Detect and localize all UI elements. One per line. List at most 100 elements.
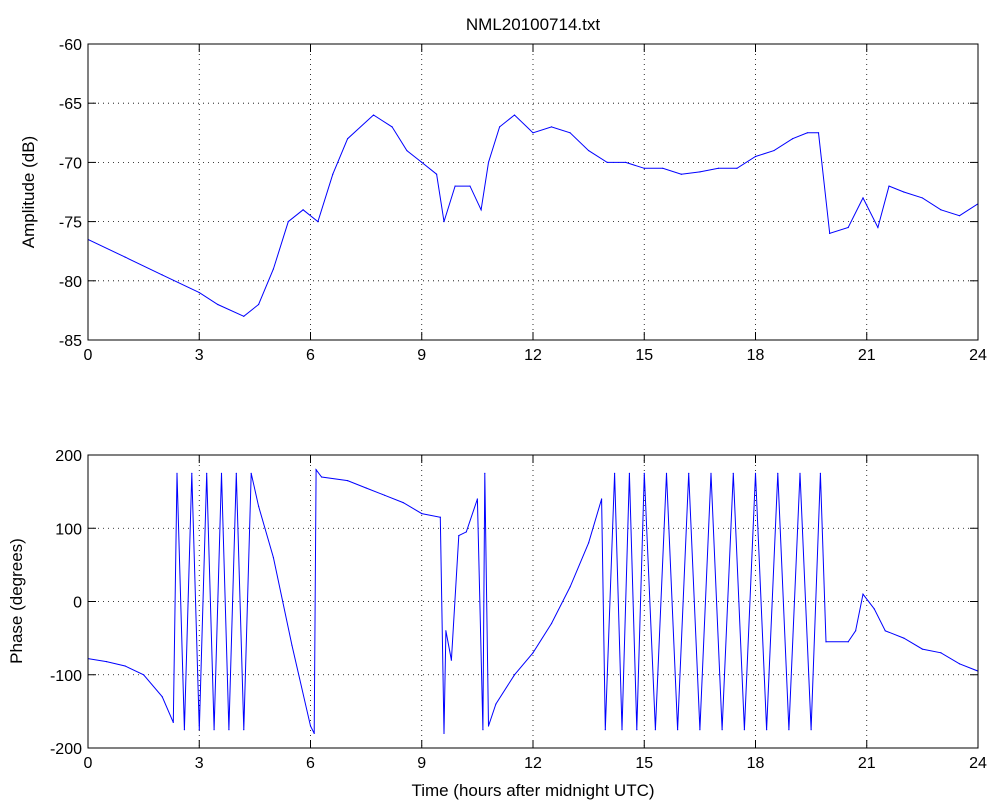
- x-tick-label: 18: [747, 347, 765, 364]
- data-point: [454, 185, 456, 187]
- data-point: [309, 725, 312, 727]
- data-point: [402, 502, 404, 504]
- x-tick-label: 18: [747, 755, 765, 772]
- data-point: [183, 729, 186, 731]
- y-tick-label: -70: [59, 155, 82, 172]
- data-point: [550, 126, 553, 128]
- y-tick-label: -80: [59, 274, 82, 291]
- data-point: [257, 505, 260, 507]
- amplitude-frame: [87, 43, 979, 341]
- data-point: [940, 652, 942, 654]
- data-point: [443, 221, 445, 223]
- phase-frame: [87, 454, 979, 749]
- data-point: [721, 729, 723, 731]
- data-point: [754, 472, 757, 474]
- data-point: [862, 197, 864, 199]
- series-line: [88, 114, 978, 317]
- x-tick-label: 12: [524, 347, 542, 364]
- data-point: [435, 173, 438, 175]
- data-point: [217, 303, 219, 306]
- data-point: [788, 729, 790, 731]
- data-point: [710, 472, 712, 474]
- data-point: [443, 732, 445, 734]
- data-point: [588, 149, 590, 152]
- data-point: [643, 167, 645, 169]
- x-tick-label: 3: [195, 755, 204, 772]
- data-point: [391, 126, 393, 128]
- y-tick-label: -65: [59, 96, 82, 113]
- y-tick-label: -85: [59, 333, 82, 350]
- data-point: [773, 149, 775, 152]
- y-tick-label: -75: [59, 215, 82, 232]
- amplitude-grid: [88, 44, 978, 340]
- data-point: [458, 534, 460, 537]
- data-point: [643, 472, 645, 474]
- phase-grid: [88, 455, 978, 748]
- data-point: [665, 472, 668, 474]
- data-point: [810, 729, 812, 731]
- data-point: [332, 173, 334, 175]
- data-point: [495, 703, 497, 705]
- x-tick-label: 6: [306, 755, 315, 772]
- data-point: [550, 622, 553, 625]
- data-point: [888, 185, 890, 187]
- data-point: [213, 729, 215, 731]
- data-point: [161, 274, 163, 276]
- data-point: [476, 498, 478, 500]
- phase-y-axis-label: Phase (degrees): [7, 538, 26, 664]
- data-point: [829, 232, 831, 235]
- data-point: [777, 472, 779, 474]
- data-point: [365, 487, 367, 489]
- x-tick-label: 24: [969, 755, 987, 772]
- data-point: [819, 472, 821, 474]
- x-tick-label: 9: [417, 347, 426, 364]
- data-point: [688, 472, 690, 474]
- data-point: [191, 472, 193, 474]
- amplitude-plot: 0 3 6 9 12 15 18 21 24 -85 -80 -75 -70 -65 -60 NML2010…: [19, 15, 987, 364]
- data-point: [176, 472, 178, 474]
- data-point: [372, 114, 375, 116]
- amplitude-ticks: [87, 43, 979, 341]
- data-point: [717, 167, 720, 169]
- data-point: [513, 674, 516, 676]
- phase-series: [88, 468, 978, 734]
- data-point: [806, 132, 809, 134]
- data-point: [421, 161, 423, 163]
- data-point: [903, 637, 905, 639]
- data-point: [636, 729, 638, 731]
- data-point: [482, 729, 484, 731]
- data-point: [499, 126, 501, 128]
- amplitude-plot-area: [87, 43, 979, 341]
- data-point: [439, 516, 441, 518]
- x-tick-label: 6: [306, 347, 315, 364]
- x-tick-label: 21: [858, 755, 876, 772]
- chart-title: NML20100714.txt: [466, 15, 600, 34]
- data-point: [513, 114, 516, 116]
- data-point: [873, 608, 875, 610]
- data-point: [346, 138, 349, 140]
- data-point: [105, 660, 108, 663]
- data-point: [465, 531, 467, 533]
- data-point: [198, 292, 200, 294]
- x-tick-label: 3: [195, 347, 204, 364]
- data-point: [143, 674, 145, 676]
- data-point: [257, 303, 260, 306]
- data-point: [847, 641, 849, 643]
- x-tick-label: 21: [858, 347, 876, 364]
- data-point: [243, 315, 245, 317]
- data-point: [699, 729, 701, 731]
- data-point: [487, 161, 490, 163]
- data-point: [532, 652, 534, 654]
- data-point: [677, 729, 679, 731]
- data-point: [940, 209, 942, 211]
- data-point: [406, 149, 408, 152]
- data-point: [384, 494, 386, 496]
- data-point: [825, 641, 827, 643]
- data-point: [877, 226, 879, 229]
- phase-tick-labels: 0 3 6 9 12 15 18 21 24 -200 -100 0 100 200: [50, 448, 987, 772]
- data-point: [799, 472, 801, 474]
- data-point: [445, 630, 447, 632]
- data-point: [569, 132, 571, 134]
- data-point: [625, 161, 627, 163]
